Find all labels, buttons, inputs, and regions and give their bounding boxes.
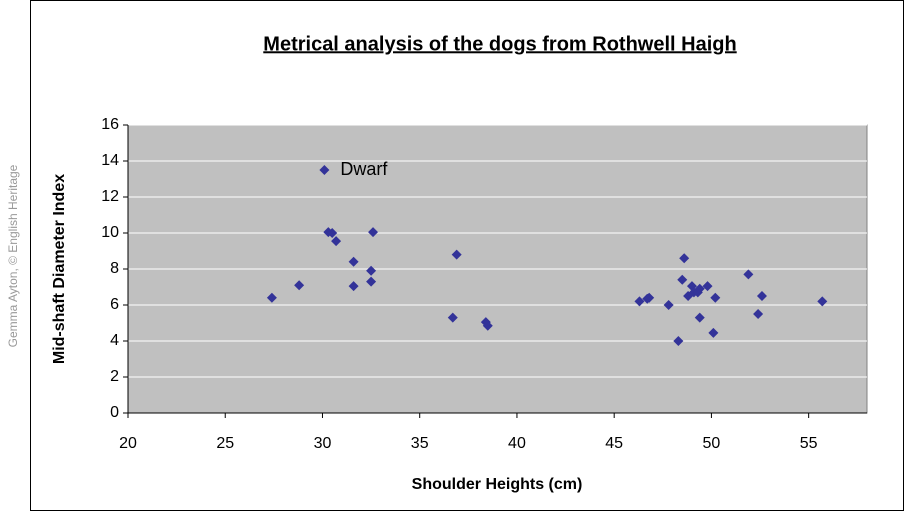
x-tick-label: 30 [314, 435, 332, 452]
point [327, 228, 338, 238]
credit: Gemma Ayton, © English Heritage [6, 164, 20, 347]
point [319, 165, 330, 175]
y-tick-label: 12 [101, 188, 119, 205]
point [348, 256, 359, 267]
point [366, 265, 377, 276]
point [368, 227, 379, 238]
x-tick-label: 45 [605, 435, 623, 452]
point [756, 291, 767, 301]
x-tick-label: 55 [800, 435, 818, 452]
point [482, 320, 493, 331]
annotation: Dwarf [340, 159, 388, 179]
y-tick-label: 2 [110, 368, 119, 385]
y-tick-label: 4 [110, 332, 119, 349]
x-tick-label: 20 [119, 435, 137, 452]
point [663, 300, 674, 310]
point [679, 253, 690, 264]
point [634, 296, 645, 307]
point [451, 249, 462, 260]
chart-title: Metrical analysis of the dogs from Rothw… [263, 33, 736, 55]
point [366, 276, 377, 287]
y-tick-label: 10 [101, 224, 119, 241]
x-tick-label: 35 [411, 435, 429, 452]
x-tick-label: 40 [508, 435, 526, 452]
y-tick-label: 0 [110, 404, 119, 421]
point [743, 269, 754, 280]
point [753, 309, 764, 319]
point [447, 312, 458, 323]
x-axis-title: Shoulder Heights (cm) [412, 476, 583, 493]
point [702, 281, 713, 292]
point [694, 283, 705, 294]
point [817, 296, 828, 307]
point [694, 312, 705, 323]
y-tick-label: 16 [101, 116, 119, 133]
point [708, 327, 719, 338]
point [710, 292, 721, 303]
x-tick-label: 25 [216, 435, 234, 452]
y-axis-title: Mid-shaft Diameter Index [51, 174, 68, 364]
y-tick-label: 6 [110, 296, 119, 313]
point [644, 292, 655, 303]
point [331, 236, 342, 247]
point [673, 336, 684, 346]
point [266, 292, 277, 303]
y-tick-label: 8 [110, 260, 119, 277]
y-tick-label: 14 [101, 152, 119, 169]
point [677, 274, 688, 285]
point [294, 280, 305, 291]
point [348, 281, 359, 292]
x-tick-label: 50 [703, 435, 721, 452]
